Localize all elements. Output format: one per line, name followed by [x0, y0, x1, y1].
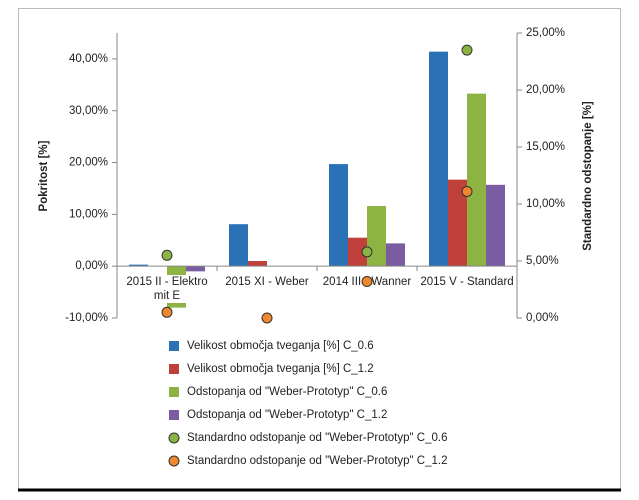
scatter-point: [161, 249, 173, 261]
legend-marker: [168, 432, 180, 444]
bar: [386, 243, 405, 267]
legend-marker: [168, 455, 180, 467]
y2-tick-label: 20,00%: [526, 84, 565, 96]
bar: [367, 206, 386, 267]
y2-tick-label: 0,00%: [526, 312, 559, 324]
y-tick-label: 30,00%: [69, 105, 108, 117]
legend-marker: [169, 364, 179, 374]
x-tick-label-box: 2015 XI - Weber: [220, 275, 314, 290]
scatter-point: [461, 185, 473, 197]
legend-label: Standardno odstopanje od "Weber-Prototyp…: [187, 455, 447, 467]
x-tick-label: 2015 V - Standard: [420, 275, 514, 290]
legend-label: Velikost območja tveganja [%] C_1.2: [187, 363, 374, 375]
x-tick-label: 2015 II - Elektro mit E: [120, 275, 214, 304]
legend-label: Velikost območja tveganja [%] C_0.6: [187, 340, 374, 352]
y2-tick-label: 25,00%: [526, 27, 565, 39]
legend-marker: [169, 410, 179, 420]
y-tick-label: 10,00%: [69, 208, 108, 220]
y2-tick-label: 10,00%: [526, 198, 565, 210]
legend-marker: [169, 341, 179, 351]
bar: [129, 264, 148, 267]
scatter-point: [261, 312, 273, 324]
scatter-point: [161, 306, 173, 318]
x-tick-label: 2015 XI - Weber: [220, 275, 314, 290]
y2-tick-label: 5,00%: [526, 255, 559, 267]
bar: [448, 179, 467, 267]
x-tick-label-box: 2015 II - Elektro mit E: [120, 275, 214, 304]
x-tick-label-box: 2015 V - Standard: [420, 275, 514, 290]
y2-axis-label: Standardno odstopanje [%]: [582, 101, 594, 251]
chart-frame: [18, 8, 621, 490]
bar: [248, 261, 267, 267]
bar: [467, 93, 486, 267]
scatter-point: [361, 246, 373, 258]
legend-label: Standardno odstopanje od "Weber-Prototyp…: [187, 432, 447, 444]
y-tick-label: 40,00%: [69, 53, 108, 65]
bar: [486, 184, 505, 267]
y-tick-label: 20,00%: [69, 157, 108, 169]
scatter-point: [361, 276, 373, 288]
scatter-point: [461, 44, 473, 56]
bar: [429, 51, 448, 267]
y-tick-label: -10,00%: [65, 312, 108, 324]
y-axis-label: Pokritost [%]: [38, 140, 50, 211]
bar: [348, 237, 367, 267]
legend-label: Odstopanja od "Weber-Prototyp" C_1.2: [187, 409, 387, 421]
bar: [229, 224, 248, 267]
bar: [186, 266, 205, 272]
bar: [329, 164, 348, 267]
legend-label: Odstopanja od "Weber-Prototyp" C_0.6: [187, 386, 387, 398]
y2-tick-label: 15,00%: [526, 141, 565, 153]
y-tick-label: 0,00%: [75, 260, 108, 272]
legend-marker: [169, 387, 179, 397]
